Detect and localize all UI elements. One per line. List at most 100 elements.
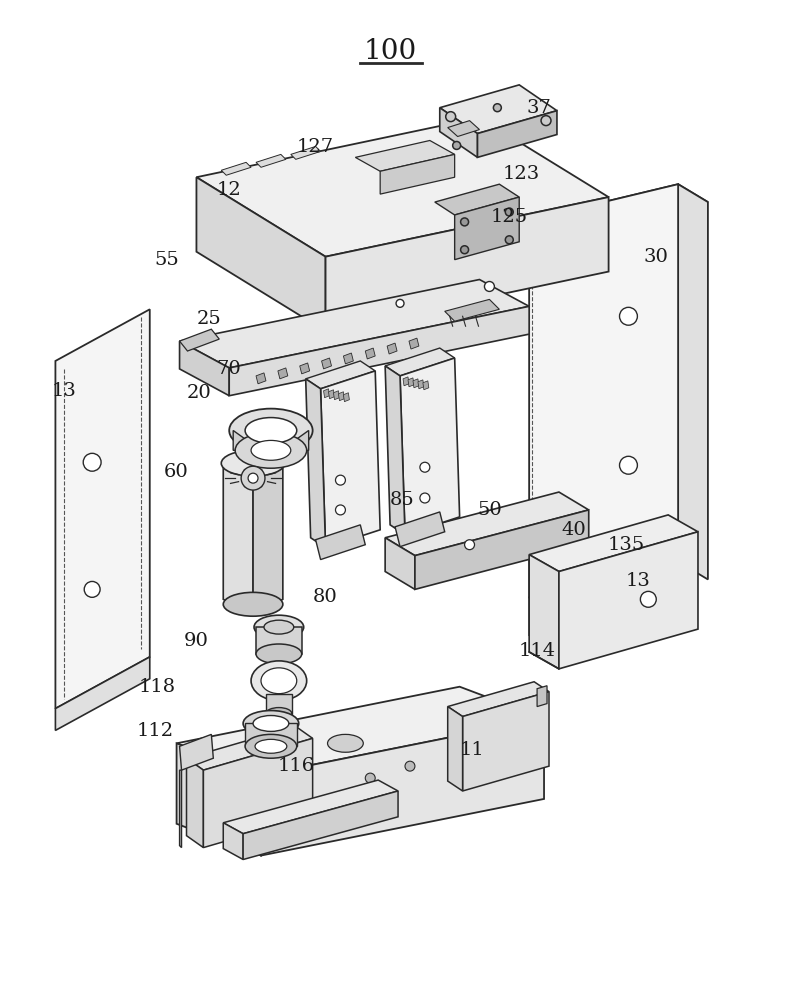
Polygon shape [478, 111, 557, 157]
Polygon shape [400, 358, 459, 535]
Polygon shape [356, 140, 454, 171]
Polygon shape [409, 338, 419, 349]
Circle shape [335, 475, 345, 485]
Polygon shape [266, 694, 292, 714]
Ellipse shape [327, 734, 364, 752]
Text: 55: 55 [154, 251, 179, 269]
Polygon shape [343, 393, 349, 402]
Circle shape [620, 307, 637, 325]
Polygon shape [529, 515, 698, 572]
Circle shape [541, 116, 551, 126]
Circle shape [461, 218, 468, 226]
Ellipse shape [254, 615, 304, 639]
Circle shape [453, 141, 461, 149]
Circle shape [420, 462, 430, 472]
Ellipse shape [245, 418, 296, 443]
Polygon shape [329, 390, 335, 399]
Polygon shape [387, 343, 397, 354]
Text: 125: 125 [491, 208, 528, 226]
Polygon shape [278, 368, 288, 379]
Polygon shape [440, 85, 557, 134]
Circle shape [83, 453, 101, 471]
Polygon shape [253, 463, 283, 614]
Polygon shape [423, 381, 428, 390]
Polygon shape [343, 353, 353, 364]
Ellipse shape [256, 644, 301, 664]
Text: 37: 37 [526, 99, 552, 117]
Polygon shape [326, 197, 608, 331]
Circle shape [420, 493, 430, 503]
Polygon shape [177, 687, 544, 775]
Polygon shape [529, 555, 559, 669]
Ellipse shape [253, 716, 289, 731]
Ellipse shape [221, 450, 285, 476]
Polygon shape [221, 162, 251, 175]
Polygon shape [454, 197, 519, 260]
Polygon shape [180, 770, 181, 848]
Text: 25: 25 [197, 310, 222, 328]
Polygon shape [203, 738, 313, 848]
Polygon shape [224, 463, 253, 614]
Ellipse shape [261, 668, 296, 694]
Polygon shape [305, 379, 326, 548]
Text: 12: 12 [217, 181, 241, 199]
Text: 114: 114 [518, 642, 556, 660]
Polygon shape [435, 184, 519, 215]
Ellipse shape [251, 440, 291, 460]
Polygon shape [180, 341, 229, 396]
Text: 30: 30 [644, 248, 669, 266]
Ellipse shape [266, 708, 292, 719]
Polygon shape [509, 711, 544, 730]
Polygon shape [385, 348, 454, 376]
Polygon shape [243, 791, 398, 860]
Polygon shape [403, 377, 409, 386]
Polygon shape [256, 373, 266, 384]
Circle shape [461, 246, 468, 254]
Polygon shape [418, 380, 424, 389]
Text: 40: 40 [561, 521, 586, 539]
Circle shape [365, 773, 375, 783]
Circle shape [241, 466, 265, 490]
Circle shape [396, 299, 404, 307]
Ellipse shape [235, 432, 307, 468]
Polygon shape [529, 562, 678, 635]
Text: 80: 80 [313, 588, 338, 606]
Polygon shape [322, 358, 331, 369]
Polygon shape [448, 121, 480, 137]
Polygon shape [385, 538, 415, 589]
Circle shape [505, 208, 514, 216]
Text: 118: 118 [139, 678, 175, 696]
Circle shape [248, 473, 258, 483]
Polygon shape [300, 363, 309, 374]
Polygon shape [180, 280, 529, 368]
Text: 13: 13 [52, 382, 77, 400]
Polygon shape [180, 734, 213, 770]
Polygon shape [339, 392, 344, 401]
Polygon shape [180, 329, 220, 351]
Ellipse shape [229, 409, 313, 452]
Text: 13: 13 [626, 572, 650, 590]
Text: 20: 20 [187, 384, 211, 402]
Polygon shape [224, 823, 243, 860]
Polygon shape [245, 723, 296, 746]
Polygon shape [256, 154, 286, 167]
Polygon shape [365, 348, 375, 359]
Polygon shape [559, 532, 698, 669]
Polygon shape [415, 510, 589, 589]
Circle shape [493, 104, 501, 112]
Polygon shape [537, 686, 547, 707]
Polygon shape [224, 780, 398, 834]
Polygon shape [678, 184, 708, 579]
Polygon shape [385, 366, 405, 535]
Text: 85: 85 [390, 491, 415, 509]
Ellipse shape [245, 734, 296, 758]
Polygon shape [448, 707, 463, 791]
Ellipse shape [264, 620, 294, 634]
Polygon shape [305, 361, 375, 389]
Polygon shape [256, 627, 301, 654]
Polygon shape [177, 743, 261, 856]
Polygon shape [529, 184, 678, 597]
Text: 50: 50 [477, 501, 501, 519]
Polygon shape [197, 118, 608, 257]
Text: 135: 135 [608, 536, 645, 554]
